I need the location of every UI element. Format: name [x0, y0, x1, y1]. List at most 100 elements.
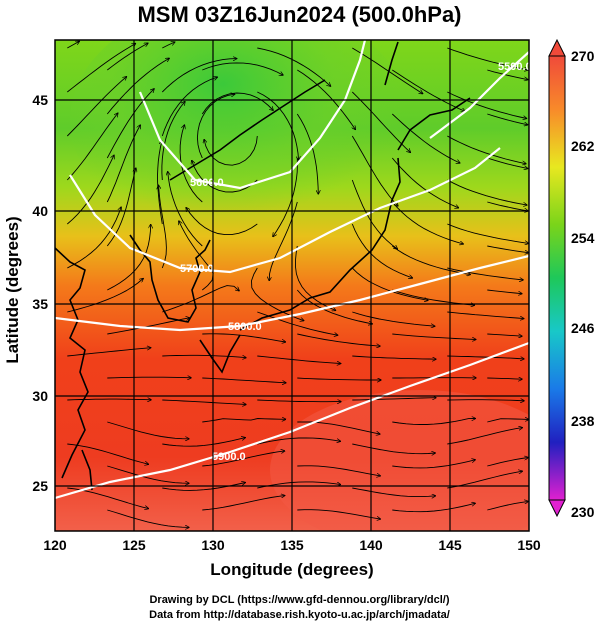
streamline	[159, 185, 167, 269]
streamline	[106, 58, 169, 115]
colorbar-top-triangle	[548, 38, 566, 57]
streamline	[67, 155, 114, 225]
colorbar-bottom-triangle	[548, 499, 566, 518]
streamline	[257, 400, 341, 402]
streamline	[192, 160, 258, 193]
streamline	[186, 208, 258, 236]
streamline	[67, 443, 148, 464]
streamline	[487, 289, 522, 294]
coast-korea	[129, 234, 211, 323]
coast-china	[55, 247, 89, 479]
streamline	[351, 223, 412, 278]
colorbar: 270 262 254 246 238 230	[548, 38, 595, 520]
streamline	[107, 421, 189, 439]
x-axis: 120 125 130 135 140 145 150 Longitude (d…	[43, 537, 541, 579]
x-axis-label: Longitude (degrees)	[210, 560, 373, 579]
y-tick-35: 35	[32, 296, 48, 312]
colorbar-tick-246: 246	[571, 320, 595, 336]
x-tick-120: 120	[43, 537, 67, 553]
streamline	[352, 311, 435, 326]
streamline	[392, 245, 470, 275]
coast-russia	[169, 79, 326, 181]
contour-5800	[55, 254, 529, 332]
streamline	[297, 377, 381, 380]
streamline	[67, 278, 143, 313]
coast-kyushu	[199, 334, 241, 374]
wind-streamlines	[66, 41, 529, 527]
streamline	[447, 267, 523, 280]
streamline	[257, 91, 298, 160]
credit-line-drawing: Drawing by DCL (https://www.gfd-dennou.o…	[149, 594, 450, 606]
streamline	[202, 62, 283, 75]
streamline	[352, 47, 423, 94]
streamline	[297, 69, 355, 130]
streamline	[487, 419, 529, 423]
streamline	[297, 465, 380, 476]
coast-taiwan	[81, 449, 93, 491]
streamline	[107, 43, 148, 71]
streamline	[351, 135, 398, 206]
colorbar-tick-238: 238	[571, 413, 595, 429]
colorbar-tick-262: 262	[571, 138, 595, 154]
contour-label-5600: 5600.0	[190, 177, 224, 189]
streamline	[447, 311, 524, 319]
streamline	[107, 318, 189, 335]
streamline	[447, 91, 527, 119]
colorbar-tick-254: 254	[571, 230, 595, 246]
streamline	[447, 135, 526, 164]
y-tick-30: 30	[32, 388, 48, 404]
streamline	[352, 443, 435, 454]
streamline	[162, 42, 175, 49]
streamline	[487, 333, 522, 336]
streamline	[447, 428, 522, 445]
streamline	[487, 458, 528, 467]
y-tick-40: 40	[32, 203, 48, 219]
streamline	[487, 501, 528, 511]
streamline	[202, 496, 285, 511]
streamline	[352, 355, 436, 359]
x-tick-125: 125	[122, 537, 146, 553]
streamline	[107, 509, 189, 527]
contour-labels: 5900.0 5800.0 5700.0 5600.0 5500.0	[180, 61, 532, 463]
warm-region-south	[270, 390, 529, 531]
streamline	[107, 465, 189, 483]
streamline	[257, 481, 340, 489]
coast-japan-hokkaido	[397, 97, 471, 151]
streamline	[447, 47, 528, 70]
streamline	[297, 509, 380, 519]
y-axis: 25 30 35 40 45 Latitude (degrees)	[3, 92, 48, 494]
streamline	[257, 311, 338, 335]
streamline	[391, 113, 460, 163]
contour-5700	[69, 147, 501, 274]
streamline	[447, 223, 529, 243]
contour-label-5800: 5800.0	[228, 321, 262, 333]
streamline	[204, 135, 258, 166]
streamline	[162, 285, 239, 313]
plot-area: 5900.0 5800.0 5700.0 5600.0 5500.0	[54, 39, 532, 532]
streamline	[447, 400, 524, 401]
credit-line-data: Data from http://database.rish.kyoto-u.a…	[149, 609, 450, 621]
streamline	[67, 348, 151, 357]
streamline	[352, 487, 435, 497]
streamline	[161, 59, 237, 93]
colorbar-tick-270: 270	[571, 48, 595, 64]
x-tick-150: 150	[517, 537, 541, 553]
colorbar-tick-230: 230	[571, 504, 595, 520]
contour-label-5900: 5900.0	[212, 451, 246, 463]
x-tick-135: 135	[280, 537, 304, 553]
colorbar-bar	[548, 55, 566, 501]
streamline	[297, 333, 380, 346]
coast-japan-honshu	[239, 157, 401, 331]
streamline	[66, 113, 118, 181]
streamline	[67, 207, 121, 269]
streamline	[201, 92, 273, 115]
x-tick-145: 145	[438, 537, 462, 553]
streamline	[202, 333, 285, 342]
y-tick-25: 25	[32, 478, 48, 494]
coast-sakhalin	[384, 41, 399, 86]
x-tick-130: 130	[201, 537, 225, 553]
streamline	[202, 419, 285, 423]
streamline	[487, 113, 528, 125]
contour-label-5500: 5500.0	[498, 61, 532, 73]
